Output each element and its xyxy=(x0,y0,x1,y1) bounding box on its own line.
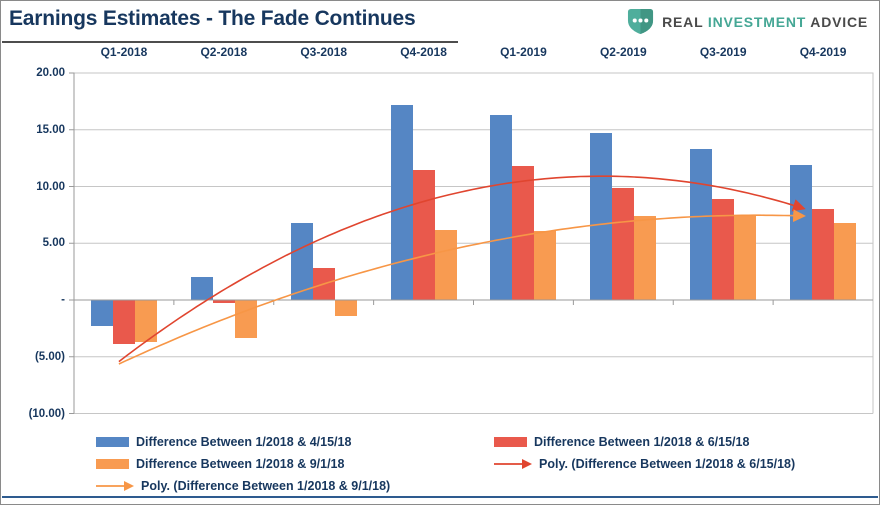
bar-Q1-2019-series2 xyxy=(534,230,557,300)
legend-column-right: Difference Between 1/2018 & 6/15/18 Poly.… xyxy=(494,431,795,475)
legend-label: Difference Between 1/2018 & 6/15/18 xyxy=(534,435,750,449)
legend-item: Poly. (Difference Between 1/2018 & 9/1/1… xyxy=(96,475,390,497)
category-label: Q3-2019 xyxy=(699,45,747,59)
category-label: Q3-2018 xyxy=(300,45,348,59)
category-label: Q2-2019 xyxy=(599,45,647,59)
title-underline xyxy=(2,41,458,43)
bar-Q2-2018-series1 xyxy=(212,300,235,304)
bar-Q1-2018-series2 xyxy=(134,300,157,342)
bar-Q3-2018-series0 xyxy=(290,222,313,300)
bar-Q3-2018-series2 xyxy=(334,300,357,316)
value-axis-label: (10.00) xyxy=(28,407,65,420)
legend-bar-swatch xyxy=(96,459,129,469)
bar-Q4-2018-series1 xyxy=(412,169,435,300)
bottom-rule xyxy=(2,496,878,498)
legend-bar-swatch xyxy=(96,437,129,447)
bar-Q2-2018-series0 xyxy=(190,277,213,300)
bar-Q1-2019-series1 xyxy=(512,166,535,300)
brand-word-real: REAL xyxy=(662,13,704,30)
bar-Q4-2018-series2 xyxy=(434,229,457,300)
legend-label: Poly. (Difference Between 1/2018 & 6/15/… xyxy=(539,457,796,471)
value-axis-label: 5.00 xyxy=(42,237,65,250)
chart-title: Earnings Estimates - The Fade Continues xyxy=(9,7,416,30)
value-axis-label: 15.00 xyxy=(36,123,65,136)
bar-Q4-2018-series0 xyxy=(390,104,413,300)
legend-label: Difference Between 1/2018 & 4/15/18 xyxy=(136,435,352,449)
bar-Q2-2019-series2 xyxy=(634,216,657,300)
brand-word-investment: INVESTMENT xyxy=(707,13,807,30)
bar-Q2-2019-series1 xyxy=(612,187,635,300)
legend-column-left: Difference Between 1/2018 & 4/15/18 Diffe… xyxy=(96,431,390,497)
category-label: Q4-2019 xyxy=(799,45,847,59)
bar-Q4-2019-series1 xyxy=(812,209,835,300)
legend-bar-swatch xyxy=(494,437,527,447)
category-label: Q1-2018 xyxy=(100,45,148,59)
bar-Q4-2019-series2 xyxy=(834,222,857,300)
legend-item: Difference Between 1/2018 & 9/1/18 xyxy=(96,453,390,475)
bar-Q3-2019-series2 xyxy=(734,216,757,300)
category-label: Q2-2018 xyxy=(200,45,248,59)
value-axis-label: 10.00 xyxy=(36,180,65,193)
legend-label: Poly. (Difference Between 1/2018 & 9/1/1… xyxy=(141,479,391,493)
legend-item: Difference Between 1/2018 & 6/15/18 xyxy=(494,431,795,453)
brand-word-advice: ADVICE xyxy=(810,13,868,30)
category-label: Q1-2019 xyxy=(500,45,547,59)
value-axis-label: (5.00) xyxy=(34,350,65,363)
bar-Q2-2019-series0 xyxy=(590,133,613,300)
shield-icon xyxy=(628,8,654,35)
bar-Q1-2019-series0 xyxy=(490,115,513,300)
legend-arrow-icon xyxy=(96,481,134,491)
value-axis-label: 20.00 xyxy=(36,67,65,79)
trendline-0 xyxy=(118,175,806,363)
category-label: Q4-2018 xyxy=(400,45,447,59)
legend-item: Poly. (Difference Between 1/2018 & 6/15/… xyxy=(494,453,795,475)
trendline-1 xyxy=(118,209,806,365)
bar-Q3-2019-series1 xyxy=(712,199,735,300)
value-axis-label: - xyxy=(61,294,65,306)
legend-arrow-icon xyxy=(494,459,532,469)
bar-Q4-2019-series0 xyxy=(790,164,813,300)
brand-logo: REAL INVESTMENT ADVICE xyxy=(627,8,868,35)
legend-item: Difference Between 1/2018 & 4/15/18 xyxy=(96,431,390,453)
brand-wordmark: REAL INVESTMENT ADVICE xyxy=(662,14,868,30)
bar-Q3-2019-series0 xyxy=(690,149,713,300)
legend-label: Difference Between 1/2018 & 9/1/18 xyxy=(136,457,345,471)
bar-Q1-2018-series0 xyxy=(90,300,113,327)
bar-Q1-2018-series1 xyxy=(112,300,135,345)
